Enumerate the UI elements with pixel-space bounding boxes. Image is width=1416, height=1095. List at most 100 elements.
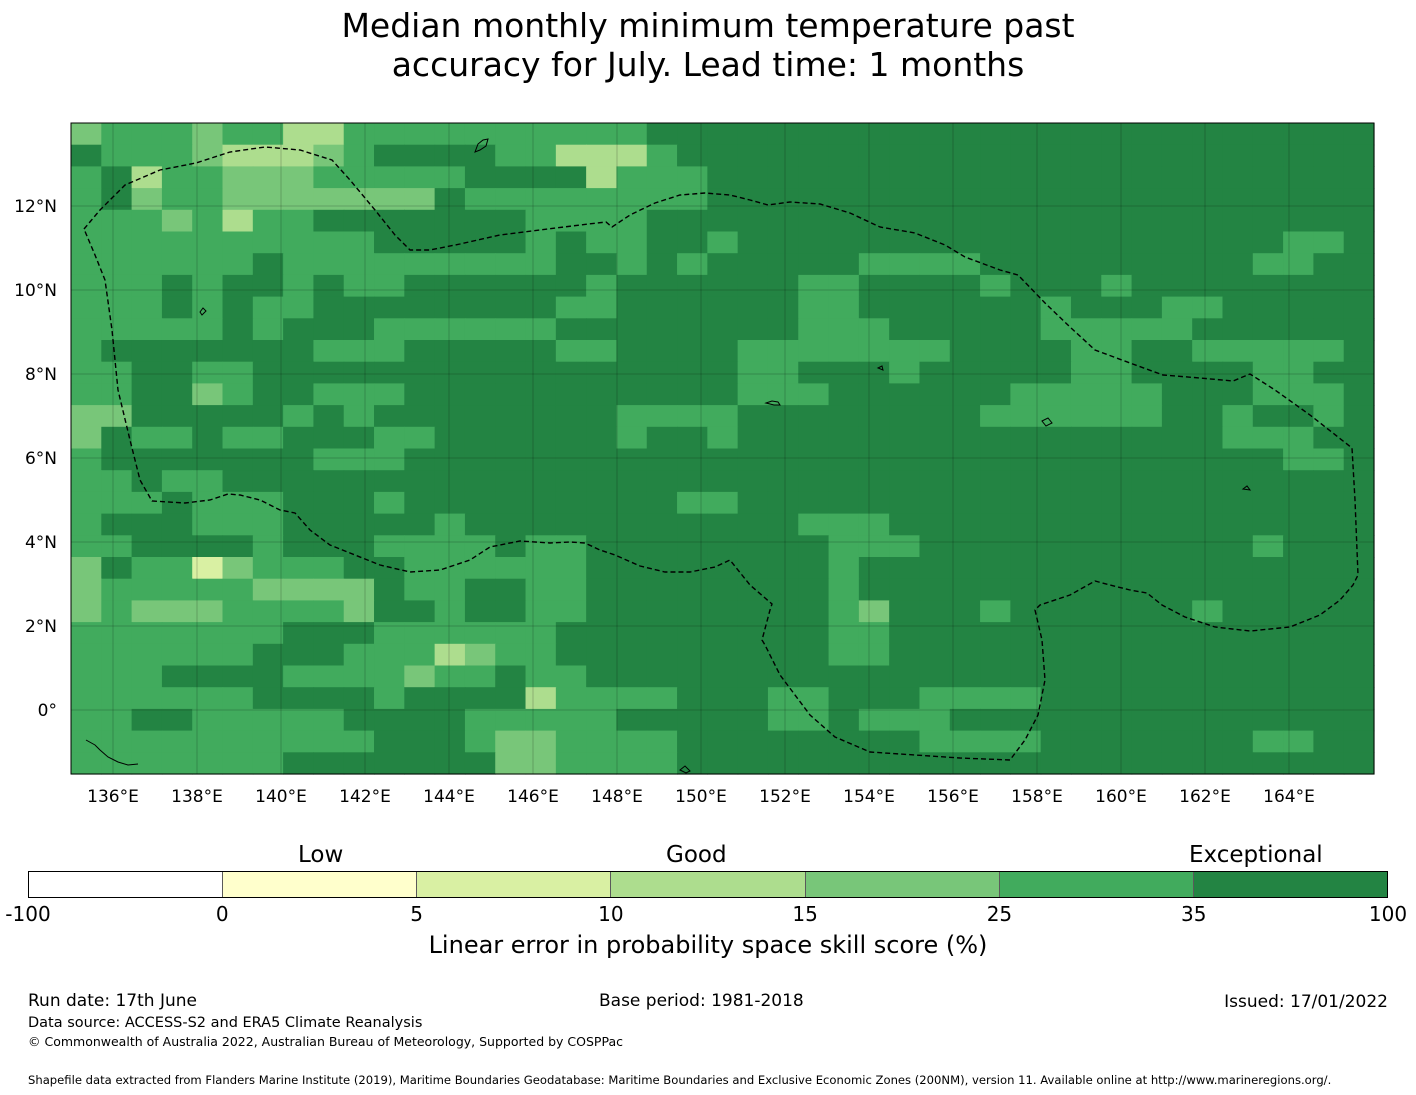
skill-cell bbox=[738, 123, 769, 145]
skill-cell bbox=[465, 427, 496, 449]
skill-cell bbox=[132, 123, 163, 145]
skill-cell bbox=[616, 318, 647, 340]
skill-cell bbox=[435, 188, 466, 210]
skill-cell bbox=[162, 709, 193, 731]
skill-cell bbox=[1041, 449, 1072, 471]
skill-cell bbox=[223, 514, 254, 536]
skill-cell bbox=[101, 622, 132, 644]
skill-cell bbox=[162, 644, 193, 666]
skill-cell bbox=[1101, 666, 1132, 688]
skill-cell bbox=[1101, 210, 1132, 232]
skill-cell bbox=[980, 449, 1011, 471]
skill-cell bbox=[162, 405, 193, 427]
skill-cell bbox=[253, 709, 284, 731]
skill-cell bbox=[768, 383, 799, 405]
skill-cell bbox=[1222, 427, 1253, 449]
skill-cell bbox=[526, 405, 557, 427]
skill-cell bbox=[71, 123, 102, 145]
skill-cell bbox=[435, 232, 466, 254]
skill-cell bbox=[1313, 297, 1344, 319]
skill-cell bbox=[495, 731, 526, 753]
skill-cell bbox=[1071, 188, 1102, 210]
skill-cell bbox=[829, 600, 860, 622]
skill-cell bbox=[71, 166, 102, 188]
skill-cell bbox=[707, 535, 738, 557]
skill-cell bbox=[283, 232, 314, 254]
skill-cell bbox=[283, 383, 314, 405]
skill-cell bbox=[919, 188, 950, 210]
skill-cell bbox=[465, 600, 496, 622]
skill-cell bbox=[1132, 318, 1163, 340]
skill-cell bbox=[1192, 210, 1223, 232]
skill-cell bbox=[950, 687, 981, 709]
skill-cell bbox=[374, 275, 405, 297]
skill-cell bbox=[404, 557, 435, 579]
skill-cell bbox=[556, 449, 587, 471]
skill-cell bbox=[1253, 557, 1284, 579]
skill-cell bbox=[1101, 687, 1132, 709]
skill-cell bbox=[344, 644, 375, 666]
skill-cell bbox=[1101, 253, 1132, 275]
skill-cell bbox=[1253, 514, 1284, 536]
skill-cell bbox=[526, 297, 557, 319]
skill-cell bbox=[313, 318, 344, 340]
skill-cell bbox=[1071, 557, 1102, 579]
skill-cell bbox=[71, 275, 102, 297]
skill-cell bbox=[101, 166, 132, 188]
skill-cell bbox=[738, 687, 769, 709]
skill-cell bbox=[1071, 535, 1102, 557]
skill-cell bbox=[798, 405, 829, 427]
skill-cell bbox=[1313, 188, 1344, 210]
skill-cell bbox=[586, 752, 617, 774]
skill-cell bbox=[253, 427, 284, 449]
skill-cell bbox=[132, 297, 163, 319]
skill-cell bbox=[707, 514, 738, 536]
skill-cell bbox=[1313, 622, 1344, 644]
skill-cell bbox=[1192, 557, 1223, 579]
skill-cell bbox=[1192, 709, 1223, 731]
skill-cell bbox=[132, 188, 163, 210]
skill-cell bbox=[495, 557, 526, 579]
skill-cell bbox=[677, 492, 708, 514]
colorbar-segment bbox=[611, 872, 805, 897]
skill-cell bbox=[374, 405, 405, 427]
skill-cell bbox=[404, 427, 435, 449]
skill-cell bbox=[738, 492, 769, 514]
skill-cell bbox=[495, 535, 526, 557]
skill-cell bbox=[616, 752, 647, 774]
skill-cell bbox=[465, 405, 496, 427]
skill-cell bbox=[889, 644, 920, 666]
skill-cell bbox=[132, 145, 163, 167]
skill-cell bbox=[495, 600, 526, 622]
skill-cell bbox=[495, 470, 526, 492]
skill-cell bbox=[101, 579, 132, 601]
skill-cell bbox=[1313, 709, 1344, 731]
skill-cell bbox=[950, 318, 981, 340]
skill-cell bbox=[344, 622, 375, 644]
skill-cell bbox=[1283, 210, 1314, 232]
skill-cell bbox=[1222, 253, 1253, 275]
skill-cell bbox=[1253, 340, 1284, 362]
skill-cell bbox=[1283, 232, 1314, 254]
skill-cell bbox=[556, 318, 587, 340]
skill-cell bbox=[283, 318, 314, 340]
skill-cell bbox=[1253, 622, 1284, 644]
skill-cell bbox=[1162, 600, 1193, 622]
skill-cell bbox=[435, 687, 466, 709]
skill-cell bbox=[919, 210, 950, 232]
skill-cell bbox=[556, 514, 587, 536]
skill-cell bbox=[647, 644, 678, 666]
skill-cell bbox=[980, 188, 1011, 210]
skill-cell bbox=[1253, 709, 1284, 731]
skill-cell bbox=[223, 188, 254, 210]
skill-cell bbox=[859, 622, 890, 644]
skill-cell bbox=[223, 362, 254, 384]
skill-cell bbox=[1101, 600, 1132, 622]
skill-cell bbox=[829, 166, 860, 188]
skill-cell bbox=[344, 600, 375, 622]
skill-cell bbox=[344, 579, 375, 601]
skill-cell bbox=[344, 709, 375, 731]
skill-cell bbox=[1041, 470, 1072, 492]
skill-cell bbox=[253, 166, 284, 188]
skill-cell bbox=[768, 123, 799, 145]
